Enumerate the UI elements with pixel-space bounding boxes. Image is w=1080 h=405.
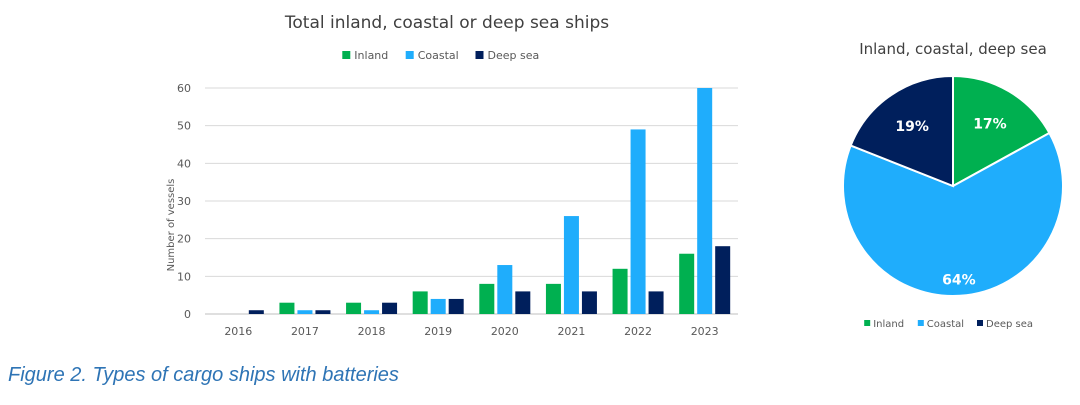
- legend-swatch-deep-sea: [475, 51, 484, 59]
- pie-legend-swatch-coastal: [917, 320, 924, 326]
- y-tick-label: 30: [177, 195, 191, 208]
- bar-inland-2023: [679, 253, 695, 314]
- bars: [248, 88, 731, 314]
- bar-chart-title: Total inland, coastal or deep sea ships: [284, 13, 609, 33]
- x-tick-label: 2022: [624, 325, 652, 338]
- bar-inland-2022: [612, 268, 628, 314]
- pie-slice-coastal: [842, 131, 1064, 297]
- pie-slice-labels: 17% 64% 19%: [895, 117, 1006, 289]
- bar-deep-sea-2021: [581, 291, 597, 314]
- legend-label-coastal: Coastal: [418, 49, 459, 62]
- legend-label-inland: Inland: [354, 49, 388, 62]
- bar-inland-2019: [412, 291, 428, 314]
- x-tick-label: 2016: [224, 325, 252, 338]
- gridlines: [205, 87, 738, 315]
- x-tick-labels: 2016 2017 2018 2019 2020 2021 2022 2023: [224, 325, 718, 338]
- bar-inland-2021: [545, 283, 561, 314]
- pie-label-inland: 17%: [973, 117, 1007, 133]
- bar-coastal-2018: [364, 310, 380, 314]
- bar-inland-2020: [479, 283, 495, 314]
- legend-label-deep-sea: Deep sea: [488, 49, 540, 62]
- pie-label-coastal: 64%: [942, 272, 976, 288]
- y-tick-label: 60: [177, 82, 191, 95]
- y-tick-labels: 0 10 20 30 40 50 60: [177, 82, 191, 321]
- pie-legend-swatch-deep-sea: [977, 320, 983, 326]
- figure-caption: Figure 2. Types of cargo ships with batt…: [8, 364, 399, 386]
- x-tick-label: 2021: [557, 325, 585, 338]
- bar-deep-sea-2020: [515, 291, 531, 314]
- y-tick-label: 40: [177, 157, 191, 170]
- bar-deep-sea-2019: [448, 298, 464, 314]
- bar-deep-sea-2022: [648, 291, 664, 314]
- y-tick-label: 0: [184, 308, 191, 321]
- pie-slice-inland: [952, 74, 1051, 188]
- legend-swatch-inland: [342, 51, 351, 59]
- pie-chart: Inland, coastal, deep sea 17% 64% 19% Inla…: [842, 40, 1064, 330]
- pie-legend-label-inland: Inland: [873, 319, 904, 330]
- bar-chart: Total inland, coastal or deep sea ships …: [166, 13, 738, 338]
- x-tick-label: 2020: [491, 325, 519, 338]
- bar-coastal-2019: [430, 298, 446, 314]
- y-tick-label: 50: [177, 120, 191, 133]
- bar-deep-sea-2017: [315, 310, 331, 314]
- pie-chart-legend: Inland Coastal Deep sea: [864, 319, 1033, 330]
- pie-chart-title: Inland, coastal, deep sea: [859, 40, 1047, 58]
- x-tick-label: 2018: [358, 325, 386, 338]
- bar-deep-sea-2018: [382, 302, 398, 314]
- bar-coastal-2023: [697, 88, 713, 314]
- y-tick-label: 20: [177, 233, 191, 246]
- x-tick-label: 2017: [291, 325, 319, 338]
- bar-deep-sea-2023: [715, 246, 731, 314]
- bar-coastal-2020: [497, 265, 513, 314]
- legend-swatch-coastal: [405, 51, 414, 59]
- pie-legend-label-coastal: Coastal: [927, 319, 964, 330]
- pie-legend-label-deep-sea: Deep sea: [986, 319, 1033, 330]
- pie-label-deep-sea: 19%: [895, 119, 929, 135]
- pie-slices: [842, 74, 1064, 297]
- pie-slice-deep-sea: [849, 74, 954, 188]
- bar-coastal-2021: [563, 216, 579, 314]
- bar-deep-sea-2016: [248, 310, 264, 314]
- pie-legend-swatch-inland: [864, 320, 871, 326]
- x-tick-label: 2023: [691, 325, 719, 338]
- bar-inland-2017: [279, 302, 295, 314]
- x-tick-label: 2019: [424, 325, 452, 338]
- y-tick-label: 10: [177, 270, 191, 283]
- y-axis-label: Number of vessels: [166, 179, 177, 272]
- bar-coastal-2017: [297, 310, 313, 314]
- bar-chart-legend: Inland Coastal Deep sea: [342, 49, 539, 62]
- bar-inland-2018: [346, 302, 362, 314]
- bar-coastal-2022: [630, 129, 646, 314]
